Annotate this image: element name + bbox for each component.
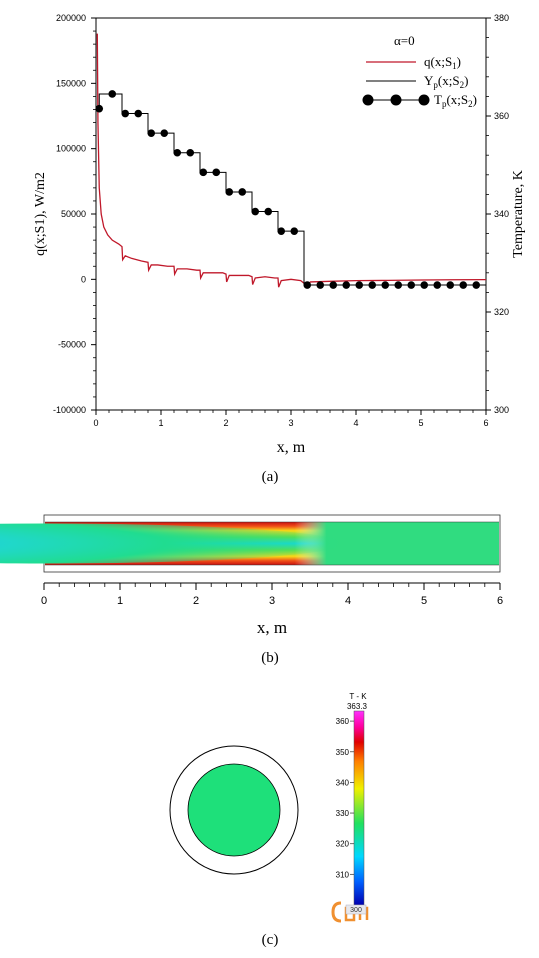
data-point-tp <box>147 129 156 137</box>
legend-marker-tp <box>390 94 402 106</box>
legend-label-q: q(x;S1) <box>424 54 461 71</box>
legend-label-yp: Yp(x;S2) <box>424 73 468 90</box>
series-line-q <box>96 33 487 288</box>
caption-b: (b) <box>261 650 279 666</box>
series-q <box>96 33 487 288</box>
y-left-tick-label: -100000 <box>53 405 86 415</box>
y-right-tick-label: 360 <box>494 111 509 121</box>
data-point-tp <box>446 281 455 289</box>
colorbar-tick-label: 360 <box>336 717 350 726</box>
b-x-tick-label: 1 <box>117 595 123 607</box>
x-axis-label: x, m <box>277 439 306 456</box>
data-point-tp <box>407 281 416 289</box>
y-left-tick-label: 100000 <box>56 144 86 154</box>
y-axis-right-label: Temperature, K <box>511 170 526 258</box>
legend-marker-tp <box>418 94 430 106</box>
fluid-core-circle <box>187 763 281 857</box>
colorbar-tick-label: 310 <box>336 870 350 879</box>
b-x-tick-label: 6 <box>497 595 503 607</box>
caption-c: (c) <box>262 932 279 948</box>
colorbar-title: T - K <box>349 692 367 701</box>
panel-a-chart: 0 1 2 3 4 5 6 200000 150000 100000 50000 0 -50000 -10… <box>33 13 526 485</box>
data-point-tp <box>381 281 390 289</box>
data-point-tp <box>459 281 468 289</box>
y-left-tick-label: 150000 <box>56 78 86 88</box>
data-point-tp <box>394 281 403 289</box>
y-left-tick-label: 0 <box>81 274 86 284</box>
y-right-tick-label: 340 <box>494 209 509 219</box>
x-tick-label: 2 <box>223 418 228 428</box>
legend-title: α=0 <box>394 33 415 48</box>
colorbar-max: 363.3 <box>347 702 368 711</box>
data-point-tp <box>329 281 338 289</box>
data-point-tp <box>173 148 182 157</box>
data-point-tp <box>420 281 429 289</box>
data-point-tp <box>95 104 104 113</box>
y-right-tick-label: 300 <box>494 405 509 415</box>
y-right-tick-label: 380 <box>494 13 509 23</box>
data-point-tp <box>290 227 299 235</box>
y-left-tick-label: -50000 <box>58 340 86 350</box>
colorbar-gradient <box>353 710 365 906</box>
colorbar-tick-label: 340 <box>336 778 350 787</box>
data-point-tp <box>160 129 169 137</box>
x-tick-label: 0 <box>93 418 98 428</box>
data-point-tp <box>251 207 260 216</box>
x-tick-label: 5 <box>418 418 423 428</box>
b-axis: 0 1 2 3 4 5 6 <box>41 582 503 607</box>
b-x-axis-label: x, m <box>257 618 287 637</box>
y-left-tick-label: 200000 <box>56 13 86 23</box>
colorbar: T - K 363.3 360 350 340 330 320 310 <box>336 692 368 906</box>
data-point-tp <box>368 281 377 289</box>
x-tick-label: 4 <box>353 418 358 428</box>
b-x-tick-label: 3 <box>269 595 275 607</box>
legend-label-tp: Tp(x;S2) <box>434 92 477 109</box>
y-axis-left-label: q(x;S1), W/m2 <box>33 172 48 256</box>
legend-marker-tp <box>362 94 374 106</box>
colorbar-tick-label: 350 <box>336 748 350 757</box>
y-left-tick-label: 50000 <box>61 209 86 219</box>
series-tp <box>95 90 481 289</box>
data-point-tp <box>134 109 143 118</box>
data-point-tp <box>433 281 442 289</box>
data-point-tp <box>238 188 247 196</box>
panel-b-contour: 0 1 2 3 4 5 6 x, m (b) <box>0 514 503 666</box>
x-tick-label: 3 <box>288 418 293 428</box>
data-point-tp <box>472 281 481 289</box>
legend: α=0 q(x;S1) Yp(x;S2) Tp(x;S2) <box>362 33 477 109</box>
watermark-logo: 300 <box>331 901 369 923</box>
tube-inlet-core <box>0 523 345 564</box>
data-point-tp <box>342 281 351 289</box>
b-x-tick-label: 0 <box>41 595 47 607</box>
data-point-tp <box>264 207 273 216</box>
panel-c-cross-section: T - K 363.3 360 350 340 330 320 310 300 (c) <box>169 692 369 948</box>
data-point-tp <box>108 90 117 98</box>
svg-text:300: 300 <box>350 907 362 914</box>
data-point-tp <box>212 168 221 177</box>
data-point-tp <box>303 281 312 289</box>
axes: 0 1 2 3 4 5 6 200000 150000 100000 50000 0 -50000 -10… <box>53 13 509 428</box>
b-x-tick-label: 4 <box>345 595 351 607</box>
data-point-tp <box>199 168 208 177</box>
caption-a: (a) <box>262 469 279 485</box>
series-yp <box>96 93 486 286</box>
y-right-tick-label: 320 <box>494 307 509 317</box>
colorbar-tick-label: 320 <box>336 840 350 849</box>
series-line-yp <box>96 93 486 286</box>
data-point-tp <box>316 281 325 289</box>
colorbar-tick-label: 330 <box>336 809 350 818</box>
b-x-tick-label: 2 <box>193 595 199 607</box>
data-point-tp <box>277 227 286 235</box>
colorbar-ticks: 360 350 340 330 320 310 <box>336 717 354 879</box>
x-tick-label: 6 <box>483 418 488 428</box>
b-x-tick-label: 5 <box>421 595 427 607</box>
data-point-tp <box>225 188 234 196</box>
data-point-tp <box>121 109 130 118</box>
data-point-tp <box>355 281 364 289</box>
data-point-tp <box>186 148 195 157</box>
x-tick-label: 1 <box>158 418 163 428</box>
